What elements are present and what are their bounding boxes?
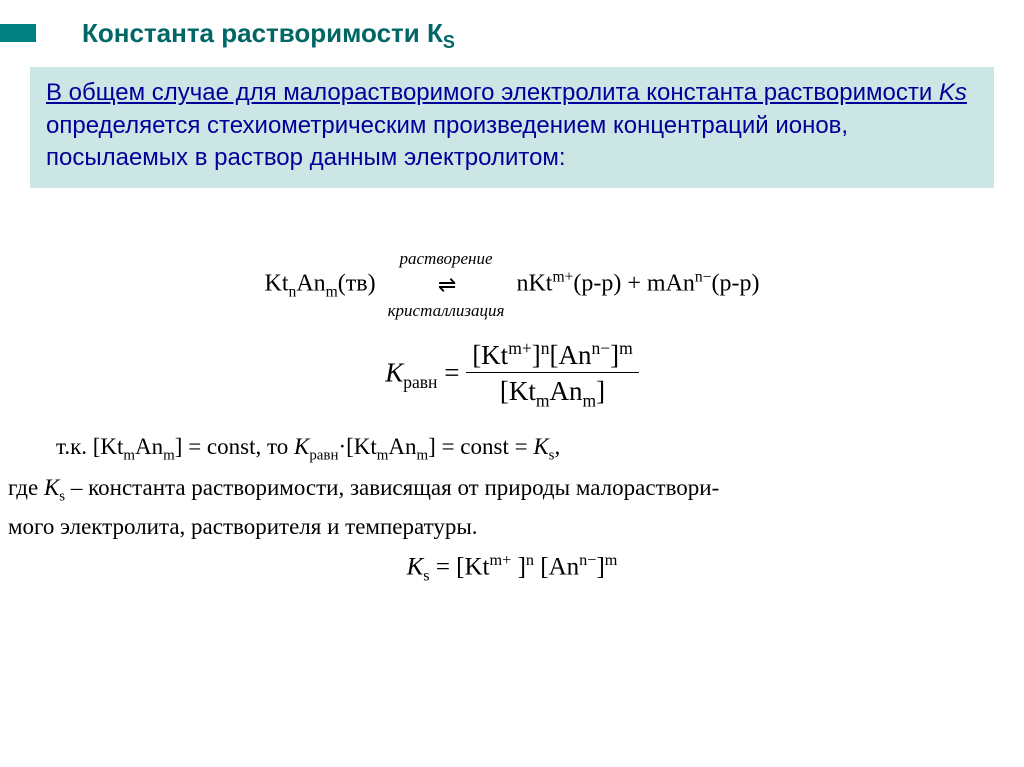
definition-underlined: В общем случае для малорастворимого элек… [46, 79, 967, 106]
where-line-1: где Ks – константа растворимости, завися… [6, 472, 1018, 507]
where-line-2: мого электролита, растворителя и темпера… [6, 511, 1018, 542]
title-subscript: S [443, 32, 455, 52]
denominator: [KtmAnm] [494, 374, 611, 406]
equilibrium-constant: Kравн = [Ktm+]n[Ann−]m [KtmAnm] [6, 337, 1018, 414]
definition-rest: определяется стехиометрическим произведе… [46, 112, 848, 171]
fraction: [Ktm+]n[Ann−]m [KtmAnm] [466, 337, 639, 414]
slide-title: Константа растворимости КS [0, 0, 1024, 53]
final-equation: Ks = [Ktm+ ]n [Ann−]m [6, 550, 1018, 587]
numerator: [Ktm+]n[Ann−]m [466, 340, 639, 373]
const-derivation: т.к. [KtmAnm] = const, то Kравн·[KtmAnm]… [6, 431, 1018, 466]
equilibrium-arrow: растворение ⇌ кристаллизация [382, 248, 511, 322]
accent-bar [0, 24, 36, 42]
title-text: Константа растворимости КS [82, 18, 455, 48]
formula-area: KtnAnm(тв) растворение ⇌ кристаллизация … [0, 248, 1024, 587]
reaction-equation: KtnAnm(тв) растворение ⇌ кристаллизация … [6, 248, 1018, 322]
definition-box: В общем случае для малорастворимого элек… [30, 67, 994, 188]
